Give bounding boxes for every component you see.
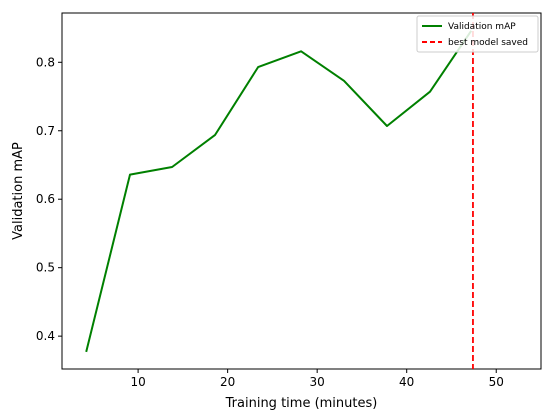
series-line-validation-map xyxy=(85,30,473,353)
x-tick-label: 50 xyxy=(489,375,504,389)
x-tick-label: 40 xyxy=(399,375,414,389)
plot-area xyxy=(61,12,542,370)
legend: Validation mAP best model saved xyxy=(416,15,539,53)
x-axis-label: Training time (minutes) xyxy=(225,396,378,411)
series-layer xyxy=(85,30,473,353)
y-tick-label: 0.6 xyxy=(36,192,55,206)
x-tick-label: 10 xyxy=(130,375,145,389)
y-axis-label: Validation mAP xyxy=(11,142,26,240)
y-tick-label: 0.8 xyxy=(36,55,55,69)
y-axis: 0.4 0.5 0.6 0.7 0.8 xyxy=(36,55,62,343)
y-tick-label: 0.4 xyxy=(36,329,55,343)
x-tick-label: 20 xyxy=(220,375,235,389)
x-axis: 10 20 30 40 50 xyxy=(130,369,504,389)
y-tick-label: 0.5 xyxy=(36,261,55,275)
x-tick-label: 30 xyxy=(310,375,325,389)
legend-label-best-model-saved: best model saved xyxy=(448,38,528,48)
legend-label-validation-map: Validation mAP xyxy=(448,22,516,32)
legend-box xyxy=(416,15,539,53)
y-tick-label: 0.7 xyxy=(36,124,55,138)
